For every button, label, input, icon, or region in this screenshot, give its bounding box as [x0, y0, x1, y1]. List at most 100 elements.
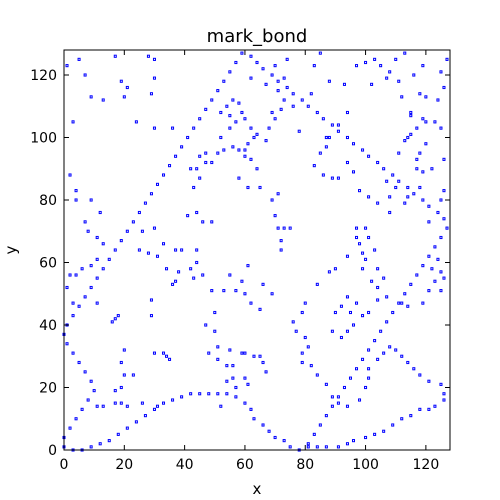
x-tick-label: 40	[176, 457, 194, 473]
data-point	[379, 329, 383, 333]
data-point	[291, 92, 295, 96]
data-point	[276, 79, 280, 83]
data-point	[71, 301, 75, 305]
data-point	[300, 360, 304, 365]
data-point	[400, 417, 404, 421]
data-point	[186, 135, 190, 140]
data-point	[98, 210, 102, 215]
data-point	[367, 376, 371, 380]
data-point	[192, 185, 196, 190]
data-point	[300, 310, 304, 315]
data-point	[409, 414, 413, 418]
x-axis: 0 20 40 60 80 100 120	[60, 50, 439, 473]
data-point	[122, 373, 126, 377]
data-point	[315, 445, 319, 449]
data-point	[351, 439, 356, 443]
data-point	[306, 104, 310, 108]
data-point	[243, 154, 247, 158]
data-point	[231, 376, 235, 380]
data-point	[210, 289, 214, 293]
data-point	[216, 357, 220, 361]
data-point	[198, 392, 202, 396]
data-point	[237, 101, 241, 105]
data-point	[119, 79, 123, 83]
data-point	[303, 301, 307, 305]
data-point	[376, 285, 380, 290]
data-point	[336, 445, 340, 449]
y-tick-label: 40	[39, 318, 57, 334]
data-point	[442, 217, 446, 221]
data-point	[243, 148, 247, 152]
data-point	[367, 235, 371, 240]
data-point	[174, 279, 178, 283]
data-point	[261, 360, 265, 365]
data-point	[222, 79, 226, 83]
data-point	[282, 226, 286, 230]
data-point	[116, 432, 120, 436]
data-point	[421, 117, 425, 121]
data-point	[92, 389, 96, 393]
data-point	[385, 76, 389, 80]
data-point	[439, 289, 443, 293]
data-point	[324, 135, 328, 140]
data-point	[80, 407, 84, 411]
data-point	[195, 167, 199, 171]
data-point	[125, 426, 129, 430]
data-point	[324, 414, 328, 418]
data-point	[152, 407, 156, 411]
data-point	[213, 310, 217, 315]
data-point	[134, 420, 138, 424]
data-point	[65, 342, 69, 346]
data-point	[77, 57, 81, 61]
data-point	[358, 242, 362, 246]
data-point	[348, 310, 353, 315]
data-point	[403, 201, 407, 205]
data-point	[249, 126, 253, 130]
data-point	[231, 145, 235, 149]
data-point	[186, 214, 190, 218]
data-point	[192, 126, 196, 130]
data-point	[107, 257, 111, 261]
data-point	[255, 167, 259, 171]
y-tick-label: 80	[39, 193, 57, 209]
data-point	[442, 398, 446, 402]
data-point	[312, 432, 316, 436]
y-axis-title: y	[2, 245, 20, 254]
data-point	[168, 357, 172, 361]
x-tick-label: 100	[352, 457, 379, 473]
data-point	[125, 229, 129, 233]
data-point	[315, 282, 319, 286]
data-point	[149, 192, 153, 196]
data-point	[336, 129, 340, 133]
data-point	[171, 126, 175, 130]
data-point	[345, 404, 349, 408]
data-point	[376, 298, 380, 302]
data-point	[364, 257, 368, 261]
data-point	[267, 429, 271, 433]
data-point	[228, 70, 232, 74]
data-point	[219, 135, 223, 140]
data-point	[228, 273, 232, 277]
data-point	[243, 401, 247, 405]
data-point	[243, 292, 247, 296]
data-point	[364, 385, 368, 390]
data-point	[364, 60, 368, 65]
data-point	[231, 98, 235, 102]
data-point	[264, 370, 268, 374]
data-point	[361, 251, 365, 255]
y-tick-label: 0	[48, 443, 57, 459]
data-point	[77, 360, 81, 365]
data-point	[252, 135, 256, 140]
data-point	[382, 167, 386, 171]
data-point	[333, 267, 337, 271]
data-point	[231, 364, 235, 368]
data-point	[86, 398, 90, 402]
data-point	[427, 204, 431, 208]
data-point	[77, 304, 81, 308]
data-point	[216, 89, 220, 93]
y-tick-label: 100	[30, 131, 57, 147]
chart-title: mark_bond	[207, 26, 308, 47]
data-point	[391, 173, 395, 177]
data-point	[361, 314, 365, 318]
data-point	[427, 407, 431, 411]
